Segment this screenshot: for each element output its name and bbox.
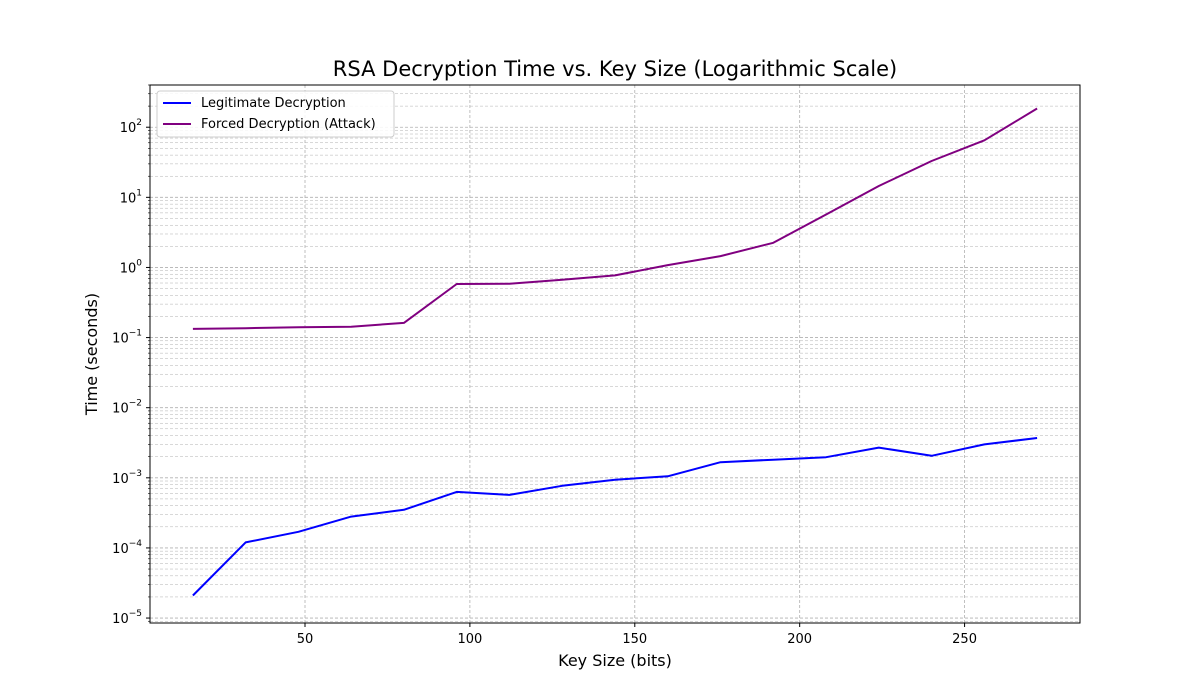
grid-lines (150, 84, 1080, 623)
y-tick-label: 102 (120, 118, 142, 136)
legend-label-forced: Forced Decryption (Attack) (201, 117, 376, 132)
x-axis-label: Key Size (bits) (558, 651, 672, 670)
x-tick-label: 200 (787, 632, 812, 647)
plot-frame (149, 84, 1081, 624)
series-line-1 (192, 107, 1038, 330)
y-tick-label: 10−5 (112, 609, 142, 627)
legend: Legitimate Decryption Forced Decryption … (156, 90, 395, 138)
series-lines (192, 107, 1038, 597)
y-tick-label: 101 (120, 188, 142, 206)
legend-label-legitimate: Legitimate Decryption (201, 96, 346, 111)
y-tick-label: 100 (120, 258, 143, 276)
axis-ticks: 50 100 150 200 250 10−5 10−4 10−3 10−2 10−1 100 101… (112, 84, 977, 647)
x-tick-label: 50 (297, 632, 314, 647)
y-tick-label: 10−1 (112, 329, 142, 347)
chart-title: RSA Decryption Time vs. Key Size (Logari… (333, 57, 897, 81)
x-tick-label: 150 (622, 632, 647, 647)
x-tick-label: 100 (457, 632, 482, 647)
legend-box (156, 90, 395, 138)
y-tick-label: 10−2 (112, 399, 142, 417)
x-tick-label: 250 (952, 632, 977, 647)
y-tick-label: 10−4 (112, 539, 142, 557)
y-axis-label: Time (seconds) (82, 293, 101, 416)
y-tick-label: 10−3 (112, 469, 142, 487)
